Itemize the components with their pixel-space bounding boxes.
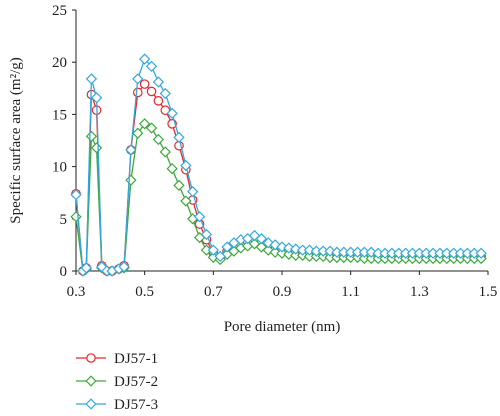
data-point — [173, 131, 185, 144]
data-point — [159, 87, 171, 100]
data-point — [180, 195, 192, 207]
y-tick-label: 10 — [52, 160, 67, 176]
data-point — [139, 118, 151, 130]
data-point — [365, 246, 377, 258]
data-point — [132, 127, 144, 139]
data-point — [118, 261, 130, 273]
data-point — [475, 247, 487, 259]
data-point — [255, 232, 268, 245]
data-point — [139, 79, 150, 89]
series-DJ57-3 — [70, 53, 487, 277]
data-point — [200, 228, 213, 241]
data-point — [125, 144, 137, 156]
data-point — [152, 76, 165, 88]
x-axis-label: Pore diameter (nm) — [224, 319, 341, 335]
x-tick-label: 0.5 — [135, 284, 154, 300]
data-point — [132, 73, 144, 85]
legend-label: DJ57-2 — [114, 374, 158, 390]
data-point — [145, 122, 158, 134]
data-point — [153, 96, 164, 106]
data-point — [159, 146, 171, 158]
legend-marker — [85, 375, 97, 387]
data-point — [283, 248, 295, 260]
data-point — [125, 174, 137, 186]
legend-item-1: DJ57-1 — [76, 351, 158, 367]
legend-label: DJ57-3 — [114, 397, 158, 413]
data-point — [90, 142, 103, 154]
x-tick-label: 1.3 — [410, 284, 429, 300]
data-point — [146, 86, 157, 97]
data-point — [276, 247, 288, 259]
y-axis-label: Specific surface area (m²/g) — [8, 57, 24, 224]
legend-item-2: DJ57-2 — [76, 374, 158, 390]
data-point — [180, 159, 192, 172]
data-point — [90, 92, 103, 104]
data-point — [262, 237, 274, 249]
data-point — [85, 73, 98, 85]
data-point — [173, 179, 185, 192]
chart-series-layer — [70, 53, 487, 277]
x-tick-label: 1.1 — [341, 284, 360, 300]
data-point — [80, 262, 92, 274]
data-point — [85, 130, 98, 142]
data-point — [166, 107, 178, 120]
legend-label: DJ57-1 — [114, 351, 158, 367]
x-tick-label: 0.7 — [204, 284, 223, 300]
data-point — [160, 105, 171, 116]
y-tick-label: 15 — [52, 107, 67, 123]
data-point — [152, 133, 165, 146]
chart-legend: DJ57-1 DJ57-2 DJ57-3 — [76, 351, 158, 413]
data-point — [324, 245, 336, 257]
data-point — [187, 186, 199, 198]
y-tick-label: 0 — [60, 264, 68, 280]
data-point — [221, 241, 233, 253]
data-point — [166, 163, 178, 175]
data-point — [133, 87, 143, 98]
data-point — [303, 244, 316, 256]
data-point — [193, 211, 206, 223]
legend-marker — [85, 398, 97, 410]
data-point — [276, 241, 288, 253]
y-tick-label: 20 — [52, 55, 67, 71]
data-point — [290, 243, 302, 255]
x-tick-label: 0.9 — [273, 284, 292, 300]
legend-item-3: DJ57-3 — [76, 397, 158, 413]
legend-marker — [86, 353, 96, 363]
data-point — [214, 250, 226, 263]
x-tick-label: 0.3 — [67, 284, 86, 300]
y-tick-label: 5 — [60, 212, 68, 228]
data-point — [269, 246, 281, 258]
x-tick-label: 1.5 — [479, 284, 498, 300]
chart-axes: 0 5 10 15 20 25 0.3 0.5 0.7 0.9 1.1 1.3 1.5 — [52, 3, 497, 300]
data-point — [70, 189, 82, 201]
data-point — [139, 53, 151, 65]
data-point — [207, 244, 219, 256]
data-point — [262, 244, 274, 256]
data-point — [283, 242, 295, 254]
y-tick-label: 25 — [52, 3, 67, 19]
data-point — [145, 60, 158, 73]
data-point — [70, 211, 82, 223]
series-line-3 — [75, 57, 482, 273]
